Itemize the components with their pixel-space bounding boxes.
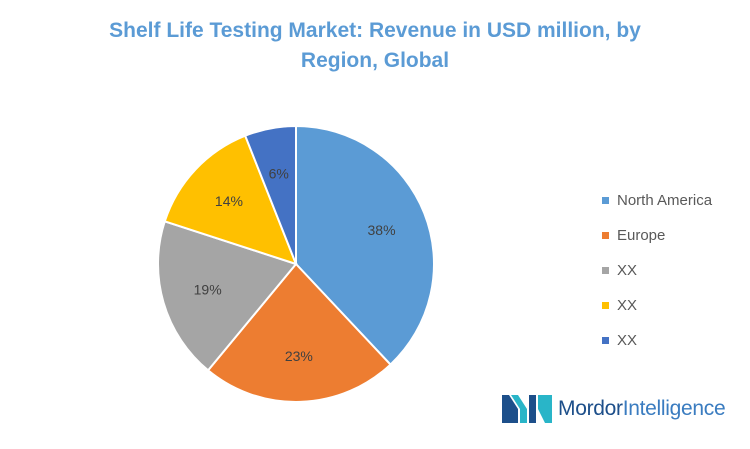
logo-text-bold: Mordor: [558, 397, 623, 420]
chart-title-line-2: Region, Global: [300, 49, 450, 72]
legend-item-xx-yellow: XX: [602, 288, 712, 323]
pie-data-label-3: 14%: [215, 193, 243, 209]
pie-slice-1: [206, 262, 392, 403]
legend-swatch: [602, 302, 609, 309]
legend-label: XX: [617, 262, 638, 279]
chart-legend: North America Europe XX XX XX: [602, 183, 712, 358]
pie-slice-4: [243, 124, 297, 265]
legend-swatch: [602, 232, 609, 239]
pie-data-label-4: 6%: [269, 166, 289, 182]
pie-data-label-2: 19%: [194, 282, 222, 298]
chart-title-line-1: Shelf Life Testing Market: Revenue in US…: [109, 19, 641, 42]
legend-label: XX: [617, 332, 638, 349]
pie-data-label-0: 38%: [368, 222, 396, 238]
legend-item-xx-gray: XX: [602, 253, 712, 288]
legend-item-xx-blue: XX: [602, 323, 712, 358]
mordor-intelligence-logo: MordorIntelligence: [502, 393, 726, 425]
legend-label: XX: [617, 297, 638, 314]
pie-slice-2: [157, 220, 298, 372]
logo-wordmark: MordorIntelligence: [558, 397, 726, 421]
legend-item-europe: Europe: [602, 218, 712, 253]
chart-title: Shelf Life Testing Market: Revenue in US…: [0, 16, 750, 76]
pie-data-label-1: 23%: [285, 348, 313, 364]
legend-swatch: [602, 337, 609, 344]
legend-swatch: [602, 267, 609, 274]
legend-label: North America: [617, 192, 713, 209]
legend-label: Europe: [617, 227, 666, 244]
pie-slice-3: [163, 134, 298, 266]
legend-swatch: [602, 197, 609, 204]
pie-slice-0: [295, 124, 435, 367]
mordor-logo-icon: [502, 395, 552, 423]
legend-item-north-america: North America: [602, 183, 712, 218]
logo-text-light: Intelligence: [622, 397, 726, 420]
